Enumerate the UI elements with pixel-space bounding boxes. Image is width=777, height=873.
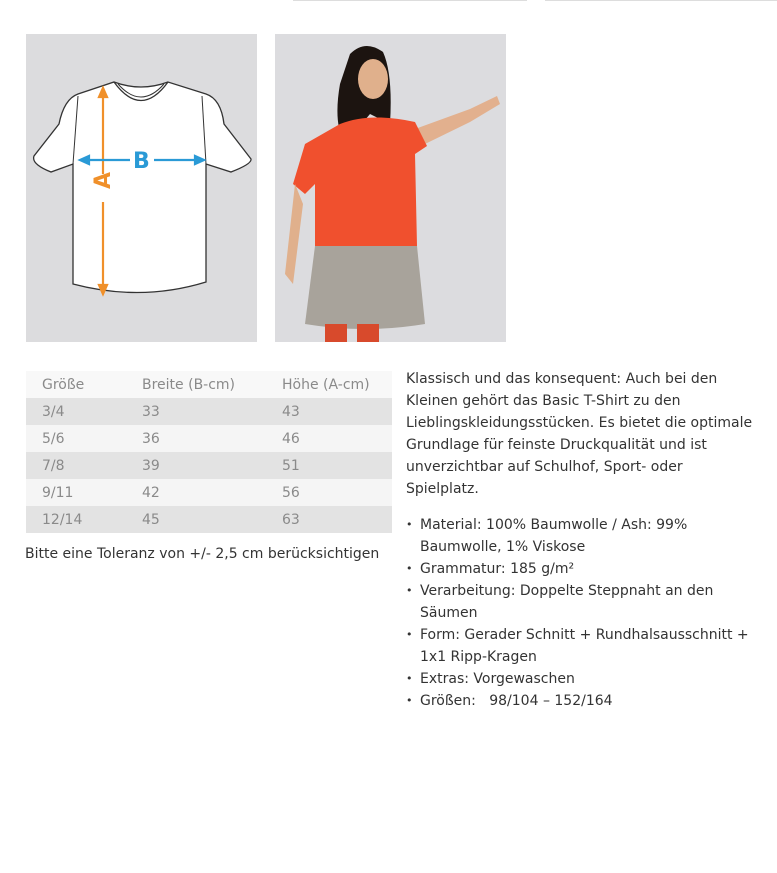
feature-item: Grammatur: 185 g/m² <box>406 558 756 580</box>
cell-width: 45 <box>142 506 282 533</box>
feature-item: Extras: Vorgewaschen <box>406 668 756 690</box>
feature-item: Größen: 98/104 – 152/164 <box>406 690 756 712</box>
cell-size: 7/8 <box>26 452 142 479</box>
cell-height: 56 <box>282 479 392 506</box>
feature-item: Form: Gerader Schnitt + Rundhalsausschni… <box>406 624 756 668</box>
table-row: 12/14 45 63 <box>26 506 392 533</box>
divider <box>545 0 777 1</box>
tolerance-note: Bitte eine Toleranz von +/- 2,5 cm berüc… <box>25 546 380 562</box>
table-header: Größe Breite (B-cm) Höhe (A-cm) <box>26 371 392 398</box>
label-a: A <box>91 172 116 189</box>
feature-list: Material: 100% Baumwolle / Ash: 99% Baum… <box>406 514 756 712</box>
header-width: Breite (B-cm) <box>142 371 282 398</box>
cell-size: 9/11 <box>26 479 142 506</box>
cell-height: 51 <box>282 452 392 479</box>
cell-height: 46 <box>282 425 392 452</box>
table-row: 5/6 36 46 <box>26 425 392 452</box>
size-diagram-image: A B <box>26 34 257 342</box>
table-row: 7/8 39 51 <box>26 452 392 479</box>
feature-item: Material: 100% Baumwolle / Ash: 99% Baum… <box>406 514 756 558</box>
table-row: 3/4 33 43 <box>26 398 392 425</box>
size-table: Größe Breite (B-cm) Höhe (A-cm) 3/4 33 43 … <box>26 371 392 533</box>
cell-width: 42 <box>142 479 282 506</box>
header-height: Höhe (A-cm) <box>282 371 392 398</box>
table-row: 9/11 42 56 <box>26 479 392 506</box>
model-photo <box>275 34 506 342</box>
header-size: Größe <box>26 371 142 398</box>
cell-height: 63 <box>282 506 392 533</box>
cell-height: 43 <box>282 398 392 425</box>
cell-size: 3/4 <box>26 398 142 425</box>
cell-width: 33 <box>142 398 282 425</box>
cell-width: 39 <box>142 452 282 479</box>
product-description: Klassisch und das konsequent: Auch bei d… <box>406 371 753 497</box>
cell-size: 5/6 <box>26 425 142 452</box>
label-b: B <box>133 149 150 174</box>
feature-item: Verarbeitung: Doppelte Steppnaht an den … <box>406 580 756 624</box>
divider <box>293 0 527 1</box>
cell-size: 12/14 <box>26 506 142 533</box>
cell-width: 36 <box>142 425 282 452</box>
